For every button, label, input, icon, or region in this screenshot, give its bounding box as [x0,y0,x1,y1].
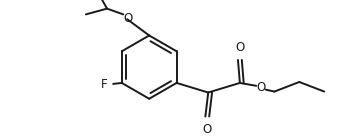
Text: F: F [101,78,107,91]
Text: O: O [202,123,212,136]
Text: O: O [256,81,266,94]
Text: O: O [235,41,245,54]
Text: O: O [124,12,133,25]
